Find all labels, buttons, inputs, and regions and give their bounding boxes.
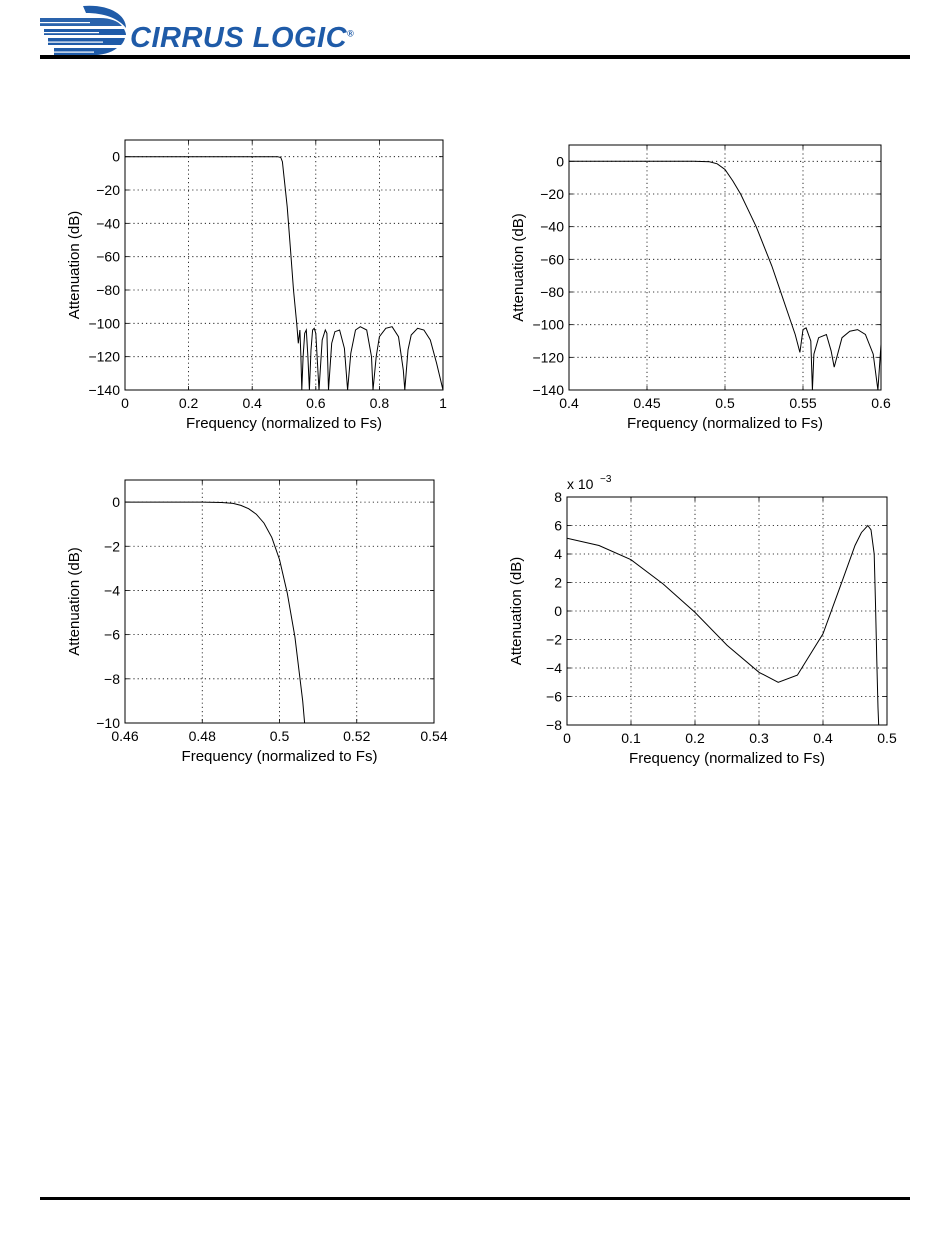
x-axis-label: Frequency (normalized to Fs) [182,748,378,765]
plot-frame [124,479,435,724]
y-tick-label: 6 [554,518,562,534]
registered-mark: ® [347,28,355,39]
y-axis-label: Attenuation (dB) [66,547,83,655]
y-tick-label: −140 [532,382,564,398]
y-tick-label: −6 [546,689,562,705]
x-tick-label: 0 [121,395,129,411]
y-tick-label: −100 [88,315,120,331]
y-tick-label: −60 [540,251,564,267]
x-tick-label: 0.4 [242,395,262,411]
y-axis-label: Attenuation (dB) [510,213,527,321]
x-axis-label: Frequency (normalized to Fs) [627,415,823,432]
y-multiplier-label: x 10 [567,476,594,492]
x-tick-label: 0.55 [789,395,816,411]
y-tick-label: −8 [104,671,120,687]
header-rule [40,55,910,59]
y-tick-label: 0 [554,603,562,619]
y-tick-label: −80 [540,284,564,300]
y-tick-label: −140 [88,382,120,398]
footer-rule [40,1197,910,1200]
chart-3: 0.46 0.48 0.5 0.52 0.54 0 −2 −4 −6 −8 −10 Frequency… [66,479,448,765]
x-tick-label: 0.3 [749,730,769,746]
logo-wordmark: CIRRUS LOGIC® [130,22,354,55]
y-tick-label: −6 [104,627,120,643]
x-tick-label: 1 [439,395,447,411]
y-tick-label: 0 [112,149,120,165]
x-tick-label: 0.5 [715,395,735,411]
y-axis-label: Attenuation (dB) [66,211,83,319]
y-tick-label: −120 [532,349,564,365]
y-tick-label: −2 [546,632,562,648]
x-tick-label: 0.48 [189,728,216,744]
y-tick-label: 4 [554,546,562,562]
x-tick-label: 0.4 [559,395,579,411]
series-line [567,524,880,725]
y-axis-label: Attenuation (dB) [508,557,525,665]
y-tick-label: 8 [554,489,562,505]
x-tick-label: 0.8 [370,395,390,411]
y-tick-label: −100 [532,317,564,333]
x-tick-label: 0.46 [111,728,138,744]
x-tick-label: 0.2 [685,730,705,746]
y-tick-label: 2 [554,575,562,591]
y-tick-label: −4 [104,582,120,598]
x-tick-label: 0.52 [343,728,370,744]
plot-frame [566,496,888,726]
y-tick-label: −10 [96,715,120,731]
y-tick-label: −20 [96,182,120,198]
x-tick-label: 0.2 [179,395,199,411]
x-tick-label: 0.5 [877,730,897,746]
plot-frame [568,144,882,391]
y-tick-label: −4 [546,660,562,676]
y-tick-label: −20 [540,186,564,202]
y-tick-label: −120 [88,349,120,365]
page-header: CIRRUS LOGIC® [0,0,950,70]
y-tick-label: −2 [104,538,120,554]
x-tick-label: 0.4 [813,730,833,746]
series-line [125,501,306,723]
y-tick-label: −8 [546,717,562,733]
x-tick-label: 0.54 [420,728,447,744]
y-tick-label: −60 [96,249,120,265]
cirrus-logic-logo: CIRRUS LOGIC® [38,4,358,56]
y-tick-label: −40 [96,215,120,231]
series-line [569,160,881,390]
cirrus-swirl-icon [40,5,126,56]
x-tick-label: 0.45 [633,395,660,411]
x-axis-label: Frequency (normalized to Fs) [629,750,825,767]
y-tick-label: −80 [96,282,120,298]
x-tick-label: 0.6 [871,395,891,411]
x-axis-label: Frequency (normalized to Fs) [186,415,382,432]
company-name: CIRRUS LOGIC [130,22,348,54]
chart-4: 0 0.1 0.2 0.3 0.4 0.5 8 6 4 2 0 −2 −4 −6 −8 Frequency (… [508,474,897,767]
series-line [125,156,443,390]
plot-frame [124,139,444,391]
x-tick-label: 0 [563,730,571,746]
y-tick-label: 0 [556,153,564,169]
y-tick-label: 0 [112,494,120,510]
chart-2: 0.4 0.45 0.5 0.55 0.6 0 −20 −40 −60 −80 −100 −120 −1… [510,144,891,432]
y-multiplier-exponent: −3 [600,474,612,485]
x-tick-label: 0.5 [270,728,290,744]
x-tick-label: 0.6 [306,395,326,411]
y-tick-label: −40 [540,219,564,235]
chart-1: 0 0.2 0.4 0.6 0.8 1 0 −20 −40 −60 −80 −100 −120 −140 F… [66,139,447,432]
x-tick-label: 0.1 [621,730,641,746]
